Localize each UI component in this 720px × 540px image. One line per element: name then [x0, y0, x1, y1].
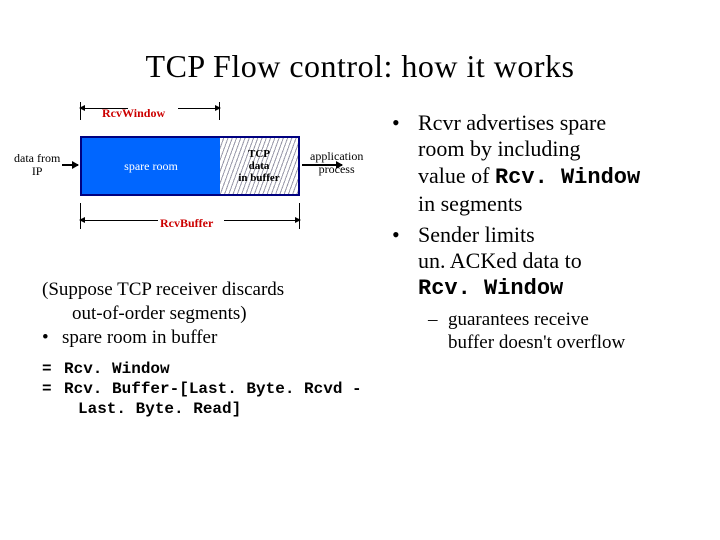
dash-icon: – [428, 309, 448, 355]
spare-room-region: spare room [82, 138, 220, 194]
r1-l3-mono: Rcv. Window [495, 165, 640, 190]
data-from-ip-label: data from IP [14, 152, 60, 178]
suppose-line-2: out-of-order segments) [72, 302, 362, 326]
sub-l1: guarantees receive [448, 309, 589, 330]
r1-l2: room by including [418, 136, 581, 161]
formula-line-3: Last. Byte. Read] [64, 399, 362, 419]
r1-l1: Rcvr advertises spare [418, 110, 606, 135]
rcvbuffer-arrow-right [224, 220, 300, 221]
sub-l2: buffer doesn't overflow [448, 332, 625, 353]
formula-line-1: Rcv. Window [64, 359, 362, 379]
right-bullet-1: • Rcvr advertises spare room by includin… [392, 110, 702, 218]
arrow-in-icon [62, 164, 78, 166]
rcvwindow-arrow-right [178, 108, 220, 109]
rcvbuffer-bracket-right [299, 203, 300, 229]
left-bullet-1-text: spare room in buffer [62, 326, 217, 350]
left-column: (Suppose TCP receiver discards out-of-or… [42, 278, 362, 419]
bullet-dot-icon: • [392, 110, 418, 218]
r1-l3-pre: value of [418, 163, 495, 188]
rcvbuffer-label: RcvBuffer [160, 216, 213, 231]
rcvbuffer-arrow-left [80, 220, 158, 221]
app-process-label: application process [310, 150, 363, 176]
rcvwindow-arrow-left [80, 108, 128, 109]
suppose-line-1: (Suppose TCP receiver discards [42, 278, 362, 302]
buffer-diagram: RcvWindow data from IP spare room TCP da… [10, 100, 370, 260]
formula-block: = Rcv. Window = Rcv. Buffer-[Last. Byte.… [42, 359, 362, 419]
buffer-box: spare room TCP data in buffer [80, 136, 300, 196]
left-bullet-1: • spare room in buffer [42, 326, 362, 350]
r2-l2: un. ACKed data to [418, 248, 582, 273]
rcvbuffer-bracket-left [80, 203, 81, 229]
right-sub-bullet: – guarantees receive buffer doesn't over… [428, 309, 702, 355]
rcvwindow-bracket [80, 102, 220, 120]
r2-l3-mono: Rcv. Window [418, 276, 563, 301]
right-column: • Rcvr advertises spare room by includin… [392, 110, 702, 354]
equals-sign: = [42, 379, 64, 399]
equals-sign: = [42, 359, 64, 379]
bullet-dot-icon: • [42, 326, 62, 350]
bullet-dot-icon: • [392, 222, 418, 303]
slide-title: TCP Flow control: how it works [0, 48, 720, 85]
r1-l4: in segments [418, 191, 523, 216]
right-bullet-2: • Sender limits un. ACKed data to Rcv. W… [392, 222, 702, 303]
r2-l1: Sender limits [418, 222, 535, 247]
tcp-data-region: TCP data in buffer [220, 138, 298, 194]
formula-line-2: Rcv. Buffer-[Last. Byte. Rcvd - [64, 379, 362, 399]
